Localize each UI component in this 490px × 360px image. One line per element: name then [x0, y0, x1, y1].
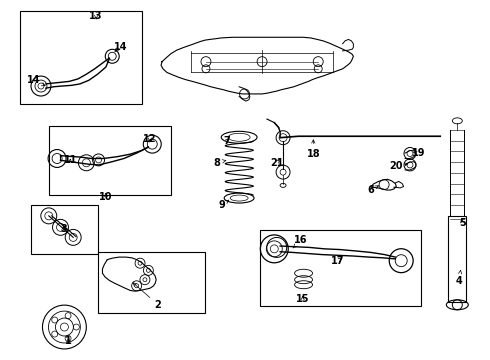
- Text: 6: 6: [368, 185, 379, 195]
- Text: 10: 10: [99, 192, 113, 202]
- Bar: [260, 230, 421, 306]
- Bar: [98, 252, 205, 313]
- Bar: [21, 12, 142, 104]
- Bar: [31, 205, 98, 254]
- Text: 1: 1: [65, 336, 72, 346]
- Text: 18: 18: [307, 140, 320, 159]
- Text: 16: 16: [293, 235, 308, 248]
- Text: 12: 12: [143, 134, 157, 144]
- Text: 15: 15: [296, 294, 309, 304]
- Text: 19: 19: [412, 148, 425, 158]
- Text: 7: 7: [223, 136, 230, 146]
- Text: 13: 13: [89, 11, 103, 21]
- Text: 20: 20: [390, 161, 408, 171]
- Text: 4: 4: [455, 270, 462, 286]
- Text: 8: 8: [213, 158, 226, 168]
- Text: 21: 21: [270, 158, 284, 168]
- Bar: [49, 126, 171, 195]
- Text: 11: 11: [64, 155, 77, 165]
- Text: 9: 9: [218, 200, 229, 210]
- Text: 14: 14: [114, 42, 127, 51]
- Text: 17: 17: [331, 256, 344, 266]
- Text: 3: 3: [60, 225, 67, 234]
- Text: 14: 14: [27, 75, 45, 86]
- Text: 2: 2: [133, 283, 162, 310]
- Bar: [448, 216, 466, 302]
- Text: 5: 5: [459, 218, 466, 228]
